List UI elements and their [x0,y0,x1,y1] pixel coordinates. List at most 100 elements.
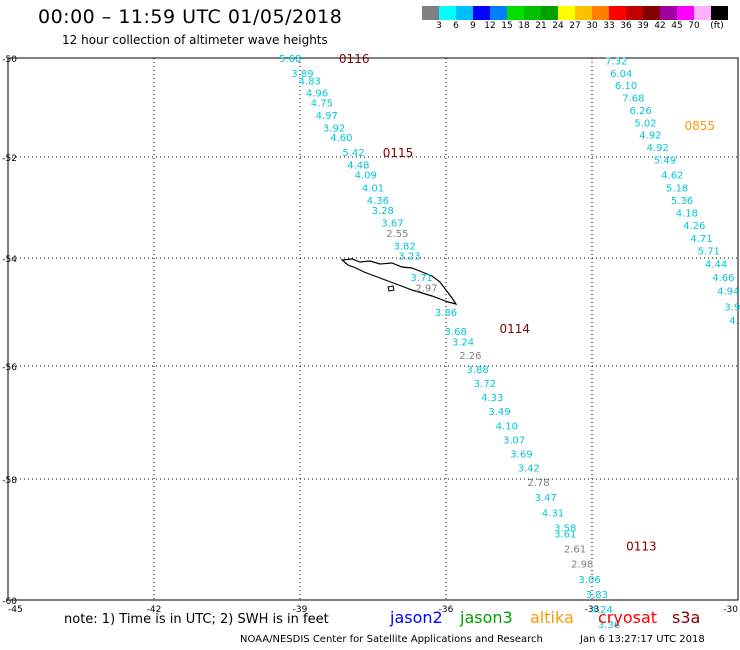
map-border [7,57,739,601]
credit-timestamp: Jan 6 13:27:17 UTC 2018 [580,634,705,645]
track-cryosat: 5.68 3.894.83 4.964.754.973.924.60 5.42 4.48… [279,52,656,631]
wave-height-value: 4.96 [306,89,328,100]
legend-jason3: jason3 [460,608,513,627]
wave-height-value: 5.49 [654,156,676,167]
wave-height-colorbar [422,6,728,20]
wave-height-value: 2.98 [571,560,593,571]
wave-height-value: 3.83 [586,590,608,601]
islet-outline [387,285,395,292]
wave-height-value: 3.28 [372,206,394,217]
wave-height-value: 6.26 [630,106,652,117]
wave-height-value: 2.55 [386,229,408,240]
wave-height-value: 6.04 [610,69,632,80]
colorbar-label: 21 [535,21,547,31]
wave-height-value: 3.07 [503,435,525,446]
map-frame [7,57,739,601]
page-title: 00:00 – 11:59 UTC 01/05/2018 [38,6,343,28]
wave-height-value: 3.92 [323,123,345,134]
page-subtitle: 12 hour collection of altimeter wave hei… [62,33,328,47]
colorbar-label: 12 [484,21,496,31]
wave-height-value: 7.68 [622,94,644,105]
wave-height-value: 4.01 [362,183,384,194]
wave-height-value: 4.62 [661,171,683,182]
colorbar-swatch [541,6,558,20]
colorbar-swatch [660,6,677,20]
wave-height-value: 5.36 [671,196,693,207]
colorbar-label: 15 [501,21,513,31]
colorbar-swatch [456,6,473,20]
pass-time-label: 0115 [383,146,414,160]
colorbar-swatch [473,6,490,20]
legend-cryosat: cryosat [598,608,658,627]
wave-height-value: 4.36 [367,196,389,207]
wave-height-value: 3.86 [435,308,457,319]
wave-height-value: 4.92 [647,143,669,154]
wave-height-value: 4.44 [705,259,727,270]
wave-height-value: 5.71 [698,246,720,257]
wave-height-value: 4.75 [311,99,333,110]
colorbar-label: 27 [569,21,581,31]
colorbar-label: 3 [436,21,442,31]
colorbar-label: 9 [470,21,476,31]
wave-height-value: 4.83 [299,76,321,87]
colorbar-labels: 3 6 9 12 15 18 21 24 27 30 33 36 39 42 45 70 (ft) [422,21,740,33]
latitude-label: -54 [2,255,17,265]
wave-height-value: 3.58 [554,523,576,534]
colorbar-label: 42 [654,21,666,31]
wave-height-value: 5.68 [279,54,301,65]
pass-time-label: 0855 [684,119,715,133]
footer-note: note: 1) Time is in UTC; 2) SWH is in fe… [64,612,329,627]
wave-height-value: 4.92 [639,131,661,142]
colorbar-label: 39 [637,21,649,31]
colorbar-swatch [524,6,541,20]
colorbar-label: 18 [518,21,530,31]
wave-height-value: 4.48 [347,161,369,172]
wave-height-value: 3.47 [535,493,557,504]
wave-height-value: 3.68 [445,327,467,338]
wave-height-value: 3.49 [488,407,510,418]
latitude-label: -50 [2,55,17,65]
colorbar-swatch [643,6,660,20]
wave-height-value: 2.61 [564,545,586,556]
wave-height-value: 2.26 [459,351,481,362]
wave-height-value: 4.18 [676,209,698,220]
colorbar-swatch [422,6,439,20]
colorbar-swatch [439,6,456,20]
colorbar-label: 30 [586,21,598,31]
latitude-label: -56 [2,363,17,373]
colorbar-swatch [507,6,524,20]
wave-height-value: 3.42 [518,464,540,475]
wave-height-value: 4.97 [316,111,338,122]
longitude-label: -39 [293,605,308,615]
colorbar-label: 33 [603,21,615,31]
pass-time-label: 0116 [339,52,370,66]
latitude-label: -52 [2,154,17,164]
wave-height-value: 4.26 [683,221,705,232]
wave-height-value: 3.89 [291,69,313,80]
wave-height-value: 4.94 [717,286,739,297]
wave-height-value: 3.67 [381,219,403,230]
wave-height-value: 4.24 [591,605,613,616]
colorbar-swatch [626,6,643,20]
wave-height-value: 5.02 [634,118,656,129]
latitude-label: -60 [2,597,17,607]
longitude-label: -36 [439,605,454,615]
wave-height-value: 4.37 [729,316,740,327]
colorbar-swatch [558,6,575,20]
legend-jason2: jason2 [390,608,443,627]
colorbar-label: 45 [671,21,683,31]
wave-height-value: 4.33 [481,393,503,404]
credit-text: NOAA/NESDIS Center for Satellite Applica… [240,634,543,645]
colorbar-swatch [575,6,592,20]
longitude-label: -33 [585,605,600,615]
pass-time-label: 0114 [500,322,531,336]
colorbar-swatch [609,6,626,20]
wave-height-value: 3.24 [452,338,474,349]
longitude-label: -30 [723,605,738,615]
colorbar-swatch [592,6,609,20]
longitude-label: -42 [147,605,162,615]
island-outline [340,258,458,305]
wave-height-value: 3.71 [411,273,433,284]
